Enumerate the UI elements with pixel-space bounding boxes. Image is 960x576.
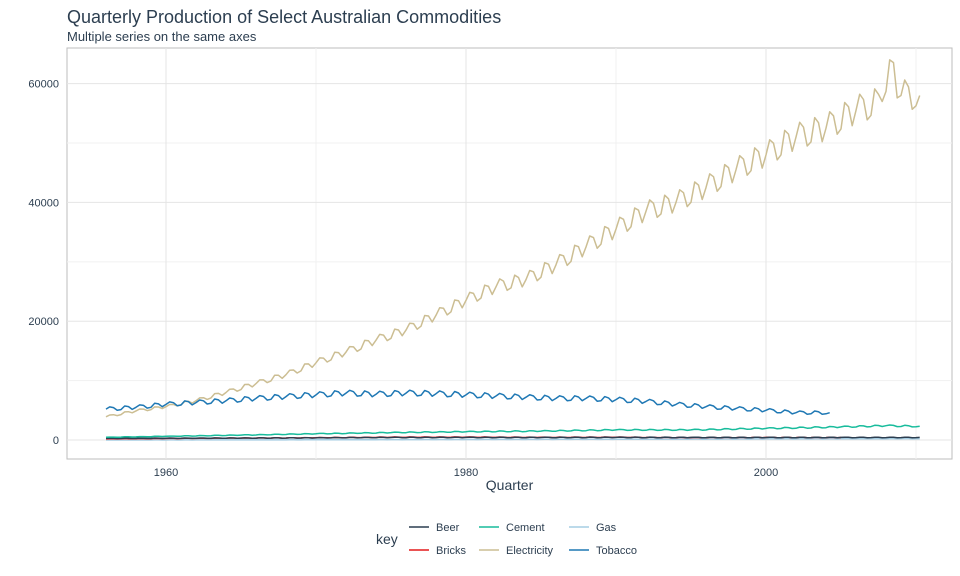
legend-label-tobacco: Tobacco — [596, 545, 637, 557]
series-line-beer — [105, 436, 920, 440]
y-axis: 0 20000 40000 60000 — [28, 79, 59, 447]
legend-label-electricity: Electricity — [506, 545, 554, 557]
legend-label-gas: Gas — [596, 522, 617, 534]
x-tick-label: 1980 — [454, 467, 478, 479]
x-axis: 1960 1980 2000 — [154, 467, 778, 479]
series-line-gas — [106, 437, 920, 441]
legend-title: key — [376, 531, 398, 547]
series-layer — [105, 59, 921, 441]
y-tick-label: 60000 — [28, 79, 59, 91]
legend-label-cement: Cement — [506, 522, 545, 534]
y-tick-label: 40000 — [28, 197, 59, 209]
y-tick-label: 0 — [53, 435, 59, 447]
legend-label-beer: Beer — [436, 522, 460, 534]
plot-panel — [66, 47, 953, 460]
series-line-electricity — [105, 59, 921, 418]
chart-title: Quarterly Production of Select Australia… — [67, 7, 501, 27]
x-tick-label: 1960 — [154, 467, 178, 479]
series-line-tobacco — [105, 389, 830, 415]
y-tick-label: 20000 — [28, 316, 59, 328]
plot-border — [66, 47, 953, 460]
legend-items: Beer Bricks Cement Electricity Gas Tobacco — [409, 522, 637, 557]
x-tick-label: 2000 — [754, 467, 778, 479]
legend-label-bricks: Bricks — [436, 545, 466, 557]
x-axis-title: Quarter — [486, 477, 534, 493]
legend: key Beer Bricks Cement Electricity Gas Tobacc… — [376, 522, 637, 557]
chart-subtitle: Multiple series on the same axes — [67, 29, 257, 44]
series-line-cement — [105, 424, 920, 439]
